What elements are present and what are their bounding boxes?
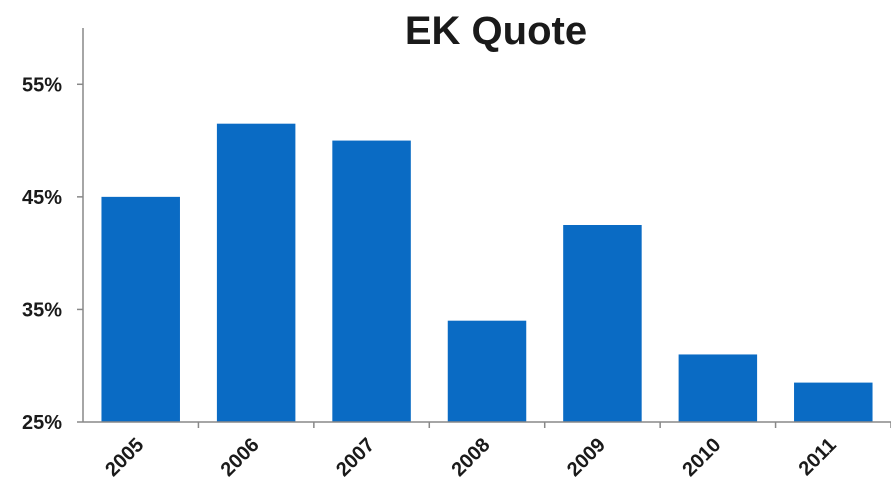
y-tick-label: 25% (22, 412, 62, 434)
bar-2010 (678, 354, 758, 422)
bar-2007 (332, 140, 411, 423)
bar-2005 (101, 196, 180, 422)
x-tick-label: 2008 (448, 434, 495, 481)
bar-2008 (447, 320, 527, 422)
y-tick-label: 45% (22, 187, 62, 209)
x-tick-label: 2010 (678, 434, 725, 481)
x-tick-label: 2006 (217, 434, 264, 481)
y-tick-label: 55% (22, 74, 62, 96)
y-tick-label: 35% (22, 299, 62, 321)
y-axis-ticks: 25% 35% 45% 55% (22, 74, 83, 434)
x-tick-label: 2009 (563, 434, 610, 481)
bar-2009 (563, 225, 642, 422)
chart-title: EK Quote (405, 9, 587, 53)
x-tick-label: 2011 (795, 434, 841, 480)
x-tick-label: 2007 (332, 434, 379, 481)
bar-2006 (216, 123, 296, 422)
bar-2011 (794, 382, 873, 422)
bars-group (101, 123, 873, 423)
x-axis-ticks: 2005 2006 2007 2008 2009 2010 2011 (101, 422, 891, 481)
x-tick-label: 2005 (101, 434, 148, 481)
